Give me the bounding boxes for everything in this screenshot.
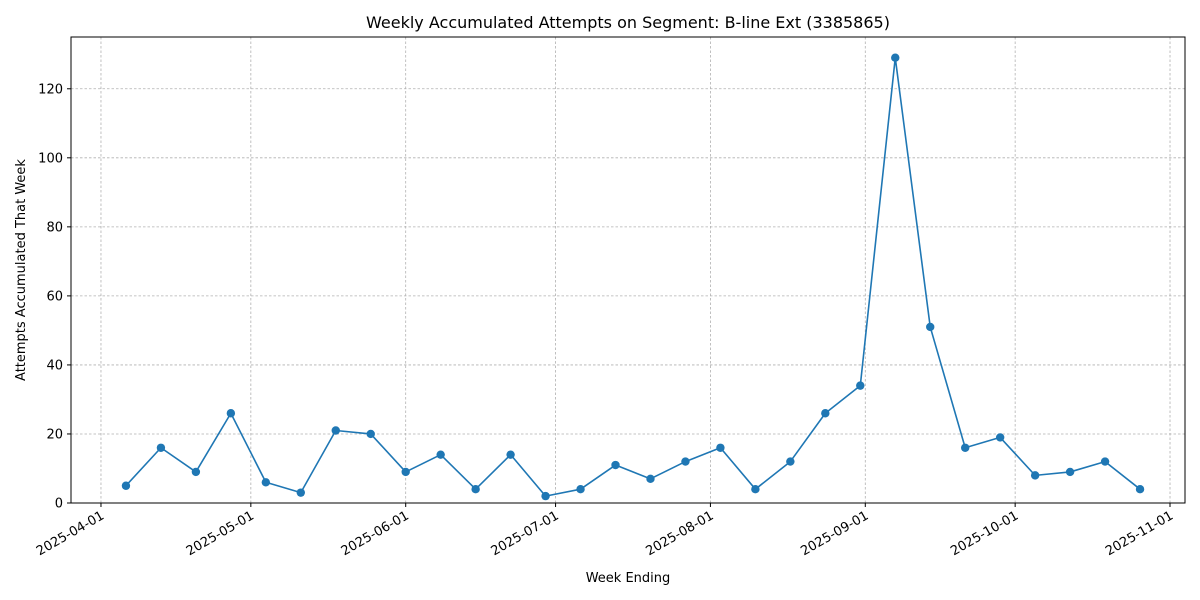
y-tick-label: 0 (55, 497, 63, 512)
y-axis-title: Attempts Accumulated That Week (14, 159, 29, 381)
data-point (821, 409, 830, 418)
data-point (995, 433, 1005, 442)
chart-title: Weekly Accumulated Attempts on Segment: … (366, 13, 890, 32)
data-point (1100, 457, 1110, 466)
y-axis: 0 20 40 60 80 100 120 (38, 82, 71, 512)
data-point (751, 484, 760, 494)
data-point (366, 429, 375, 439)
data-point (681, 457, 690, 466)
data-point (891, 53, 900, 62)
data-point (156, 443, 166, 452)
y-tick-label: 80 (46, 220, 63, 235)
data-point (121, 481, 131, 490)
data-point (226, 409, 236, 418)
data-point (1065, 467, 1075, 477)
data-point (1030, 471, 1040, 480)
data-point (541, 491, 550, 501)
data-point (1135, 484, 1145, 494)
data-point (471, 484, 480, 494)
data-point (331, 426, 340, 435)
data-point (611, 460, 620, 470)
data-point (926, 322, 935, 332)
data-point (296, 488, 305, 497)
y-tick-label: 20 (46, 427, 63, 442)
data-point (646, 474, 655, 484)
data-point (261, 478, 271, 487)
data-point (506, 450, 515, 459)
data-point (856, 381, 865, 390)
data-point (191, 467, 201, 477)
data-point (786, 457, 795, 466)
y-tick-label: 40 (46, 358, 63, 373)
y-tick-label: 120 (38, 82, 63, 97)
series-line (125, 56, 1141, 497)
plot-frame (70, 36, 1186, 504)
data-point (960, 443, 970, 452)
data-point (401, 467, 410, 477)
y-tick-label: 100 (38, 151, 63, 166)
series-layer (121, 53, 1145, 501)
data-point (436, 450, 445, 459)
data-point (576, 484, 585, 494)
x-axis-title: Week Ending (586, 571, 671, 586)
y-tick-label: 60 (46, 289, 63, 304)
data-point (716, 443, 725, 452)
